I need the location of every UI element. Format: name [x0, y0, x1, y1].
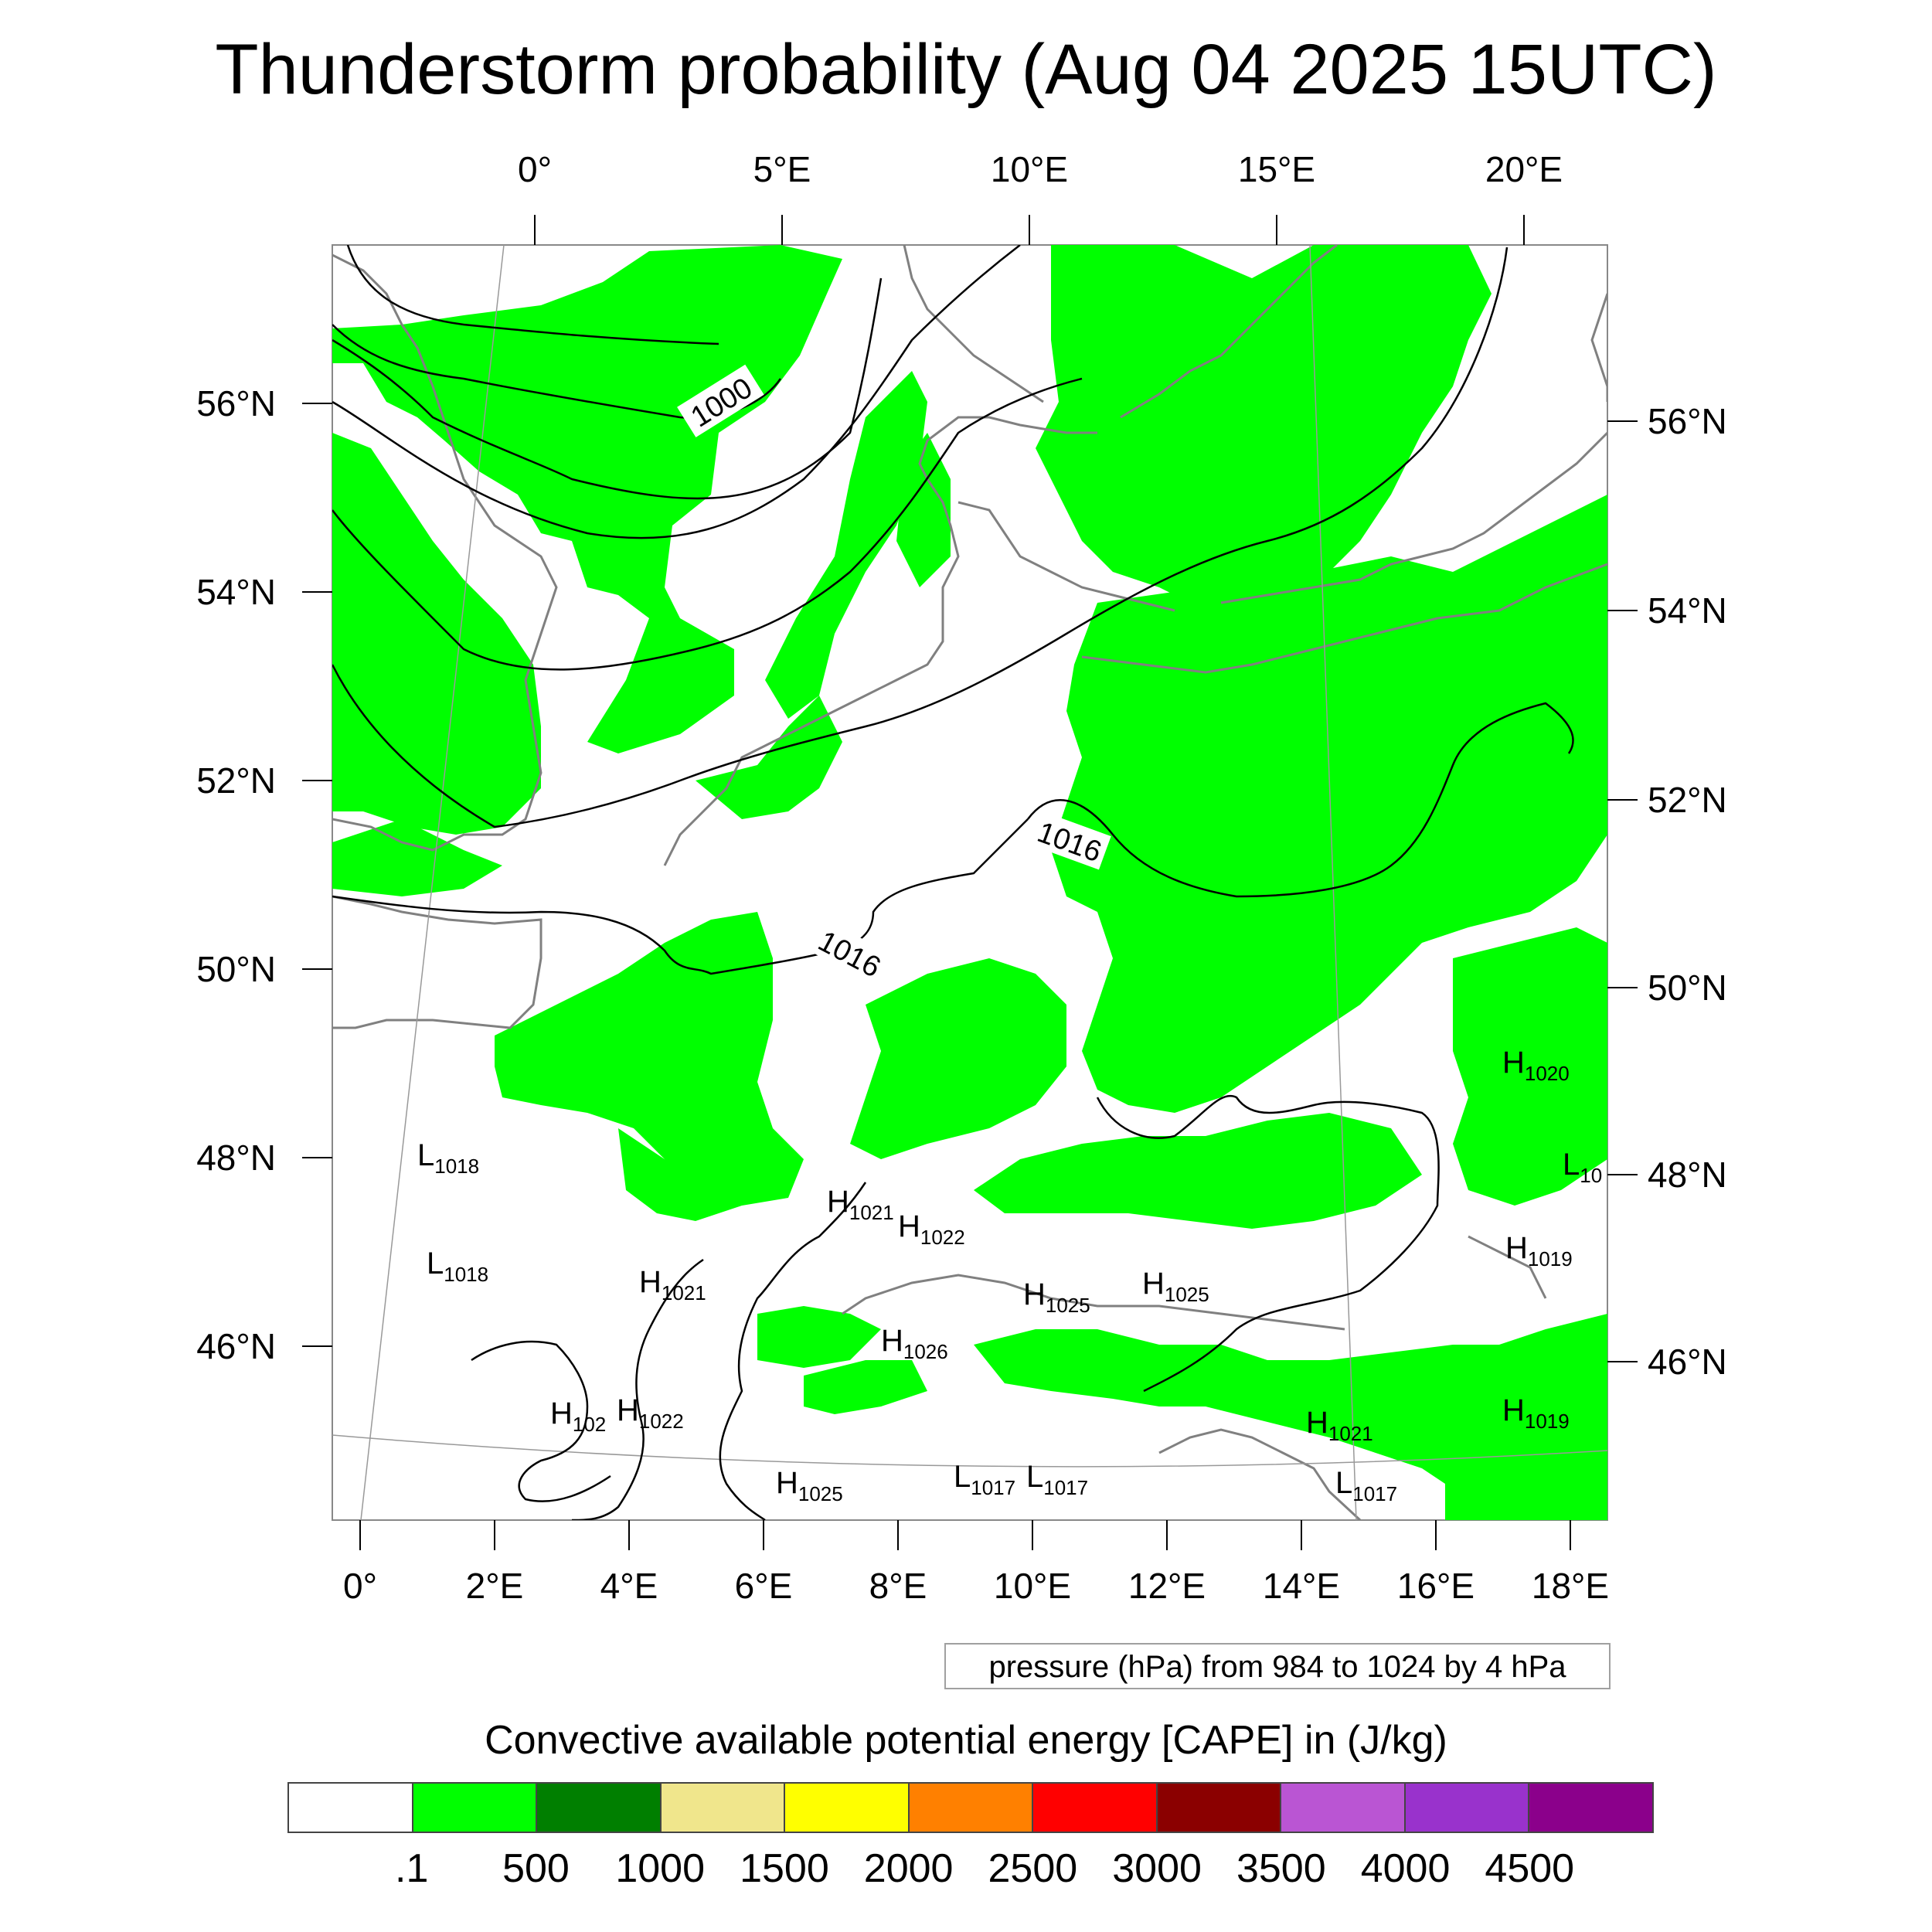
colorbar-swatch [537, 1784, 662, 1832]
colorbar-label: 3500 [1236, 1846, 1326, 1891]
tick-label: 48°N [196, 1138, 276, 1178]
tick-label: 0° [343, 1566, 377, 1606]
tick-label: 52°N [1648, 780, 1727, 820]
coastlines [332, 245, 1607, 1520]
pressure-marker: H1025 [776, 1466, 843, 1505]
colorbar-label: .1 [395, 1846, 429, 1891]
colorbar-labels: .1 500 1000 1500 2000 2500 3000 3500 4000 4500 [287, 1845, 1654, 1895]
tick-label: 4°E [600, 1566, 658, 1606]
pressure-markers: L1018 L1018 H1021 H1022 H1021 H1025 H102… [417, 1046, 1602, 1505]
tick-label: 46°N [196, 1326, 276, 1366]
cape-area-denmark-germany [765, 371, 927, 719]
pressure-marker: H1019 [1502, 1393, 1570, 1433]
colorbar-label: 4500 [1485, 1846, 1575, 1891]
colorbar-swatch [1405, 1784, 1530, 1832]
cape-area-france-east [618, 1128, 742, 1221]
tick-label: 18°E [1532, 1566, 1609, 1606]
tick-label: 16°E [1397, 1566, 1475, 1606]
cape-area-germany-south [850, 958, 1066, 1159]
colorbar-label: 3000 [1112, 1846, 1202, 1891]
pressure-marker: H1022 [617, 1393, 684, 1433]
pressure-marker: H1025 [1142, 1267, 1209, 1306]
colorbar-swatch [1157, 1784, 1282, 1832]
tick-label: 48°N [1648, 1155, 1727, 1195]
pressure-marker: H1026 [881, 1324, 948, 1363]
tick-label: 2°E [466, 1566, 524, 1606]
top-longitude-labels: 0° 5°E 10°E 15°E 20°E [518, 149, 1563, 189]
tick-label: 6°E [735, 1566, 793, 1606]
pressure-marker: H1021 [639, 1265, 706, 1304]
cape-area-poland-czech [1051, 495, 1607, 1113]
pressure-marker: L1018 [417, 1138, 479, 1178]
axis-ticks [302, 215, 1638, 1550]
tick-label: 10°E [994, 1566, 1071, 1606]
colorbar-label: 1000 [615, 1846, 706, 1891]
tick-label: 14°E [1263, 1566, 1340, 1606]
pressure-marker: L1018 [427, 1247, 488, 1286]
cape-area-france-belgium [495, 912, 804, 1206]
tick-label: 50°N [1648, 968, 1727, 1008]
tick-label: 52°N [196, 760, 276, 801]
colorbar-label: 500 [502, 1846, 570, 1891]
pressure-marker: H1022 [898, 1209, 965, 1249]
colorbar-swatch [1281, 1784, 1406, 1832]
tick-label: 0° [518, 149, 552, 189]
tick-label: 54°N [1648, 590, 1727, 631]
page-title: Thunderstorm probability (Aug 04 2025 15… [215, 30, 1717, 109]
cape-area-alps-north [974, 1113, 1422, 1229]
cape-area-uk [332, 433, 541, 835]
cape-area-northern-germany [896, 433, 951, 587]
left-latitude-labels: 56°N 54°N 52°N 50°N 48°N 46°N [196, 383, 276, 1366]
tick-label: 10°E [991, 149, 1068, 189]
tick-label: 12°E [1128, 1566, 1206, 1606]
tick-label: 8°E [869, 1566, 927, 1606]
tick-label: 54°N [196, 572, 276, 612]
cape-area-po-valley [757, 1306, 881, 1368]
colorbar-label: 4000 [1360, 1846, 1451, 1891]
tick-label: 56°N [1648, 401, 1727, 441]
pressure-marker: L10 [1563, 1148, 1602, 1187]
legend-title: Convective available potential energy [C… [485, 1718, 1447, 1763]
pressure-marker: H1019 [1505, 1231, 1573, 1270]
tick-label: 20°E [1485, 149, 1563, 189]
colorbar-swatch [909, 1784, 1034, 1832]
cape-area-alpine-strip [804, 1360, 927, 1414]
cape-area-balkans [1453, 927, 1607, 1206]
pressure-marker: H102 [550, 1396, 606, 1436]
colorbar-swatch [413, 1784, 538, 1832]
colorbar-label: 1500 [740, 1846, 829, 1891]
cape-area-england-south [332, 819, 502, 896]
pressure-marker: H1021 [827, 1185, 894, 1224]
graticule [332, 245, 1607, 1520]
bottom-longitude-labels: 0° 2°E 4°E 6°E 8°E 10°E 12°E 14°E 16°E 1… [343, 1566, 1609, 1606]
pressure-marker: H1021 [1306, 1406, 1373, 1445]
colorbar-swatch [1529, 1784, 1653, 1832]
cape-area-baltic [1128, 402, 1314, 556]
colorbar-label: 2500 [988, 1846, 1078, 1891]
isobars [332, 245, 1574, 1520]
colorbar [287, 1782, 1654, 1833]
tick-label: 56°N [196, 383, 276, 423]
colorbar-swatch [785, 1784, 910, 1832]
cape-area-hungary [1445, 1376, 1607, 1520]
pressure-marker: H1025 [1023, 1277, 1090, 1317]
colorbar-swatch [661, 1784, 786, 1832]
cape-fill-areas [332, 245, 1607, 1520]
cape-area-north-sea [332, 245, 842, 753]
colorbar-swatch [1033, 1784, 1158, 1832]
colorbar-label: 2000 [863, 1846, 954, 1891]
contour-info-box: pressure (hPa) from 984 to 1024 by 4 hPa [944, 1643, 1611, 1689]
right-latitude-labels: 56°N 54°N 52°N 50°N 48°N 46°N [1648, 401, 1727, 1382]
pressure-marker: L1017 [1026, 1460, 1088, 1499]
tick-label: 46°N [1648, 1342, 1727, 1382]
pressure-marker: H1020 [1502, 1046, 1570, 1085]
tick-label: 15°E [1238, 149, 1315, 189]
tick-label: 50°N [196, 949, 276, 989]
pressure-marker: L1017 [1335, 1466, 1397, 1505]
colorbar-swatch [289, 1784, 413, 1832]
tick-label: 5°E [753, 149, 811, 189]
pressure-marker: L1017 [954, 1460, 1015, 1499]
